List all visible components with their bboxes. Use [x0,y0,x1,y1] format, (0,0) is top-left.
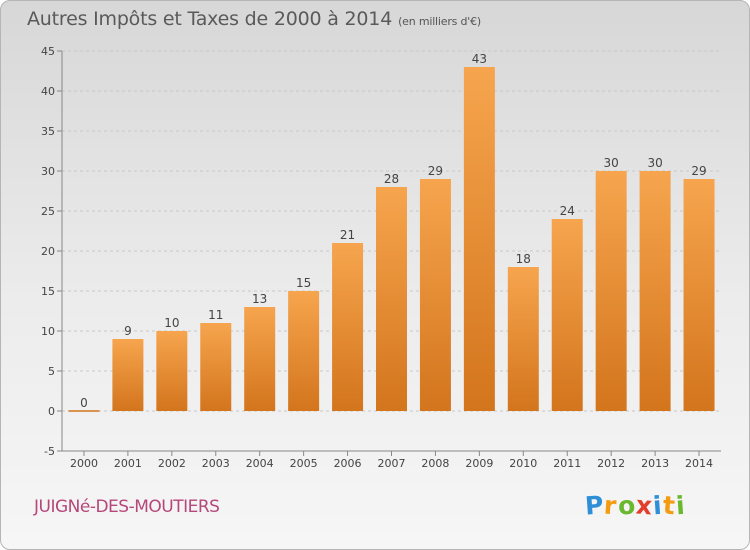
labels: -5 0 5 10 15 20 25 30 35 40 45 0 2000 9 2001 10 2002 11 20… [41,45,713,470]
x-tick-label: 2003 [202,457,230,470]
data-label: 28 [384,172,399,186]
bar [419,179,451,411]
data-label: 9 [124,324,132,338]
data-label: 15 [296,276,311,290]
bar [288,291,320,411]
data-label: 29 [691,164,706,178]
y-tick-label: 40 [41,85,55,98]
bar [551,219,583,411]
y-tick-label: 35 [41,125,55,138]
x-tick-label: 2004 [246,457,274,470]
y-tick-label: 30 [41,165,55,178]
bars [68,67,715,412]
data-label: 11 [208,308,223,322]
bar [376,187,407,411]
axes [57,50,721,456]
bar [200,323,232,411]
x-tick-label: 2006 [334,457,362,470]
bar [595,171,627,411]
x-tick-label: 2000 [70,457,98,470]
y-tick-label: 15 [41,285,55,298]
data-label: 24 [560,204,575,218]
y-tick-label: 20 [41,245,55,258]
data-label: 0 [80,396,88,410]
y-tick-label: -5 [44,445,55,458]
y-tick-label: 45 [41,45,55,58]
bar [156,331,188,411]
proxiti-logo[interactable]: Proxiti [584,490,687,521]
data-label: 29 [428,164,443,178]
data-label: 30 [604,156,619,170]
bar [244,307,276,411]
y-tick-label: 5 [48,365,55,378]
logo-letter: x [634,490,654,521]
bar [332,243,364,411]
x-tick-label: 2014 [685,457,713,470]
data-label: 43 [472,52,487,66]
x-tick-label: 2008 [421,457,449,470]
y-tick-label: 0 [48,405,55,418]
city-name: JUIGNé-DES-MOUTIERS [34,497,220,517]
x-tick-label: 2012 [597,457,625,470]
logo-letter: P [584,490,606,521]
data-label: 18 [516,252,531,266]
data-label: 13 [252,292,267,306]
logo-letter: o [616,490,637,521]
x-tick-label: 2011 [553,457,581,470]
x-tick-label: 2007 [378,457,406,470]
bar [683,179,715,411]
x-tick-label: 2001 [114,457,142,470]
chart-title: Autres Impôts et Taxes de 2000 à 2014 (en… [27,8,481,30]
bar [463,67,495,411]
bar [639,171,671,411]
x-tick-label: 2013 [641,457,669,470]
y-tick-label: 10 [41,325,55,338]
logo-letter: i [674,490,687,521]
x-tick-label: 2009 [465,457,493,470]
title-unit: (en milliers d'€) [398,15,481,28]
y-tick-label: 25 [41,205,55,218]
data-label: 21 [340,228,355,242]
data-label: 10 [164,316,179,330]
x-tick-label: 2005 [290,457,318,470]
title-text: Autres Impôts et Taxes de 2000 à 2014 [27,8,393,30]
bar [112,339,144,411]
bar [507,267,539,411]
x-tick-label: 2002 [158,457,186,470]
data-label: 30 [647,156,662,170]
x-tick-label: 2010 [509,457,537,470]
